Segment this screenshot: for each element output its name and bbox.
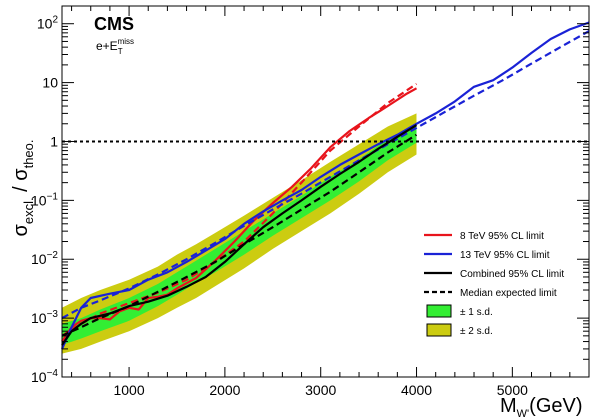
y-tick-base: 10 (31, 310, 47, 326)
series-layer (60, 21, 590, 350)
y-tick-label: 10−2 (31, 250, 58, 267)
y-axis-title: σexcl. / σtheo. (10, 139, 36, 236)
y-tick-label: 10−3 (31, 309, 58, 326)
legend-label: ± 1 s.d. (460, 307, 493, 318)
legend-entry-comb: Combined 95% CL limit (424, 269, 564, 280)
legend-entry-band2: ± 2 s.d. (426, 323, 493, 337)
x-tick-label: 5000 (497, 382, 528, 398)
x-title-main: M (500, 395, 517, 417)
series-exp8 (61, 82, 418, 337)
legend-label: Median expected limit (460, 288, 557, 299)
y-title-slash: / (10, 181, 32, 198)
channel-label-base: e+E (96, 39, 118, 53)
y-title-sigma1: σ (10, 224, 32, 237)
series-obs8 (61, 87, 418, 343)
y-tick-base: 10 (37, 16, 53, 32)
y-tick-label: 10−4 (31, 368, 58, 385)
x-axis-title: MW'(GeV) (500, 395, 583, 419)
legend-entry-exp: Median expected limit (424, 288, 557, 299)
y-title-sub1: excl. (21, 197, 36, 224)
legend-label: Combined 95% CL limit (460, 269, 564, 280)
channel-label-sub: T (118, 47, 123, 56)
y-tick-exponent: 2 (52, 15, 58, 26)
y-tick-label: 1 (50, 133, 58, 149)
legend-entry-obs8: 8 TeV 95% CL limit (424, 231, 544, 242)
y-title-sigma2: σ (10, 168, 32, 181)
series-comb (61, 124, 418, 346)
x-tick-label: 2000 (209, 382, 240, 398)
legend-entry-band1: ± 1 s.d. (426, 304, 493, 318)
y-tick-base: 10 (31, 192, 47, 208)
series-obs13 (60, 21, 590, 350)
y-tick-label: 10−1 (31, 191, 58, 208)
channel-label-sup: miss (118, 37, 134, 46)
series-exp (61, 133, 418, 337)
x-title-sub: W' (517, 408, 529, 419)
x-tick-label: 4000 (401, 382, 432, 398)
y-title-sub2: theo. (21, 139, 36, 168)
legend: 8 TeV 95% CL limit 13 TeV 95% CL limit Com… (424, 231, 564, 337)
legend-label: 13 TeV 95% CL limit (460, 250, 550, 261)
legend-swatch (426, 304, 452, 318)
axis-layer: 1000 2000 3000 4000 500010−410−310−210−11101… (31, 5, 590, 398)
y-tick-label: 102 (37, 15, 59, 32)
y-tick-exponent: −4 (47, 368, 59, 379)
y-tick-label: 10 (42, 75, 58, 91)
x-tick-label: 3000 (305, 382, 336, 398)
y-tick-base: 10 (31, 369, 47, 385)
legend-entry-obs13: 13 TeV 95% CL limit (424, 250, 550, 261)
y-tick-exponent: −2 (47, 250, 59, 261)
y-tick-exponent: −1 (47, 191, 59, 202)
legend-label: ± 2 s.d. (460, 326, 493, 337)
y-tick-exponent: −3 (47, 309, 59, 320)
legend-swatch (426, 323, 452, 337)
legend-label: 8 TeV 95% CL limit (460, 231, 544, 242)
experiment-label: CMS (94, 14, 134, 34)
x-tick-label: 1000 (113, 382, 144, 398)
series-exp13 (61, 30, 590, 320)
plot-frame (61, 5, 590, 378)
x-title-unit: (GeV) (529, 395, 582, 417)
channel-label: e+ETmiss (96, 37, 134, 56)
y-tick-base: 10 (31, 251, 47, 267)
